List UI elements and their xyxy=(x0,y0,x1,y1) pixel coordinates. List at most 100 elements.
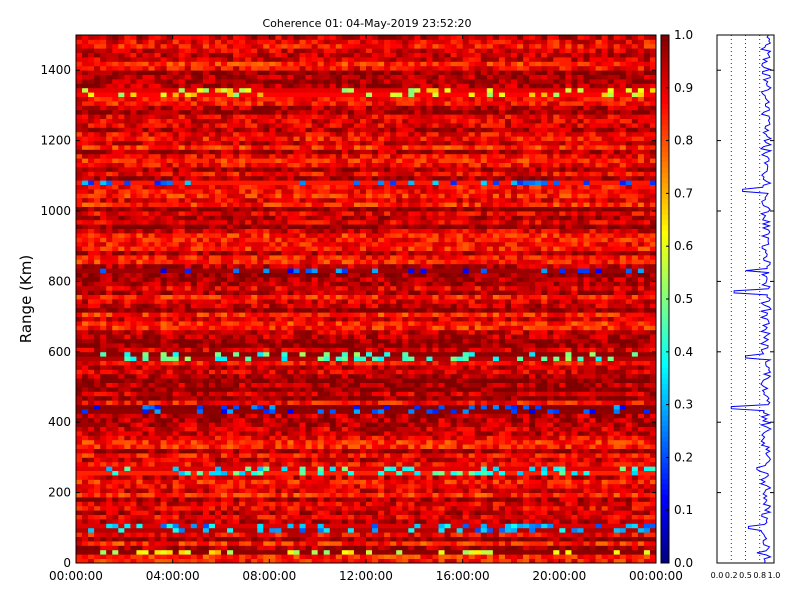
heatmap-cell xyxy=(305,391,313,397)
heatmap-cell xyxy=(492,444,500,449)
heatmap-cell xyxy=(649,444,657,449)
heatmap-cell xyxy=(438,514,445,520)
heatmap-cell xyxy=(384,343,391,348)
heatmap-cell xyxy=(178,466,186,471)
heatmap-cell xyxy=(130,523,137,529)
heatmap-cell xyxy=(184,497,192,502)
heatmap-cell xyxy=(263,536,270,542)
heatmap-cell xyxy=(287,470,294,476)
heatmap-cell xyxy=(329,466,337,471)
heatmap-cell xyxy=(239,395,246,401)
heatmap-cell xyxy=(565,382,572,388)
heatmap-cell xyxy=(468,409,476,414)
heatmap-cell xyxy=(559,519,566,524)
heatmap-cell xyxy=(589,461,596,467)
heatmap-cell xyxy=(154,351,161,357)
heatmap-cell xyxy=(293,453,300,458)
heatmap-cell xyxy=(474,343,482,348)
heatmap-cell xyxy=(486,475,494,480)
heatmap-cell xyxy=(317,356,325,361)
heatmap-cell xyxy=(281,470,288,476)
heatmap-cell xyxy=(384,483,391,489)
heatmap-cell xyxy=(420,558,427,564)
heatmap-cell xyxy=(444,545,451,551)
heatmap-cell xyxy=(208,426,216,432)
heatmap-cell xyxy=(347,466,355,471)
heatmap-cell xyxy=(142,409,149,414)
heatmap-cell xyxy=(190,541,198,546)
heatmap-cell xyxy=(221,351,228,357)
heatmap-cell xyxy=(390,475,397,480)
heatmap-cell xyxy=(613,514,621,520)
heatmap-cell xyxy=(202,536,210,542)
heatmap-cell xyxy=(456,453,464,458)
heatmap-cell xyxy=(88,360,95,366)
heatmap-cell xyxy=(287,369,294,375)
heatmap-cell xyxy=(474,378,482,383)
heatmap-cell xyxy=(202,347,210,353)
heatmap-cell xyxy=(637,365,645,370)
heatmap-cell xyxy=(583,545,590,551)
heatmap-cell xyxy=(287,417,294,423)
heatmap-cell xyxy=(390,417,397,423)
heatmap-cell xyxy=(619,334,627,339)
heatmap-cell xyxy=(547,501,554,507)
heatmap-cell xyxy=(178,369,186,375)
heatmap-cell xyxy=(444,505,451,511)
heatmap-cell xyxy=(631,426,639,432)
heatmap-cell xyxy=(426,426,433,432)
heatmap-cell xyxy=(498,457,506,463)
heatmap-cell xyxy=(577,514,584,520)
heatmap-cell xyxy=(100,422,107,427)
heatmap-cell xyxy=(263,387,270,392)
heatmap-cell xyxy=(631,347,639,353)
heatmap-cell xyxy=(607,541,615,546)
heatmap-cell xyxy=(414,426,421,432)
heatmap-cell xyxy=(214,545,222,551)
heatmap-cell xyxy=(88,488,95,493)
heatmap-cell xyxy=(408,391,415,397)
heatmap-cell xyxy=(468,382,476,388)
heatmap-cell xyxy=(438,501,445,507)
heatmap-cell xyxy=(517,554,524,559)
heatmap-cell xyxy=(100,395,107,401)
heatmap-cell xyxy=(492,422,500,427)
heatmap-cell xyxy=(607,523,615,529)
heatmap-cell xyxy=(504,343,512,348)
heatmap-cell xyxy=(299,519,306,524)
heatmap-cell xyxy=(426,387,433,392)
heatmap-cell xyxy=(233,532,240,537)
heatmap-cell xyxy=(148,497,155,502)
heatmap-cell xyxy=(402,497,409,502)
heatmap-cell xyxy=(607,400,615,405)
heatmap-cell xyxy=(619,453,627,458)
heatmap-cell xyxy=(553,461,560,467)
heatmap-cell xyxy=(196,510,204,515)
heatmap-cell xyxy=(625,347,633,353)
heatmap-cell xyxy=(335,365,343,370)
heatmap-cell xyxy=(184,360,192,366)
heatmap-cell xyxy=(450,382,458,388)
heatmap-cell xyxy=(396,387,403,392)
heatmap-cell xyxy=(178,483,186,489)
heatmap-cell xyxy=(172,413,180,419)
heatmap-cell xyxy=(583,532,590,537)
heatmap-cell xyxy=(414,549,421,555)
heatmap-cell xyxy=(613,475,621,480)
heatmap-cell xyxy=(335,426,343,432)
heatmap-cell xyxy=(450,549,458,555)
heatmap-cell xyxy=(335,510,343,515)
heatmap-cell xyxy=(136,356,143,361)
heatmap-cell xyxy=(372,532,379,537)
heatmap-cell xyxy=(396,554,403,559)
heatmap-cell xyxy=(649,453,657,458)
heatmap-cell xyxy=(432,505,439,511)
heatmap-cell xyxy=(462,453,470,458)
heatmap-cell xyxy=(88,435,95,441)
heatmap-cell xyxy=(82,488,89,493)
heatmap-cell xyxy=(426,527,433,533)
heatmap-cell xyxy=(178,536,186,542)
heatmap-cell xyxy=(619,505,627,511)
heatmap-cell xyxy=(625,549,633,555)
heatmap-cell xyxy=(323,519,331,524)
